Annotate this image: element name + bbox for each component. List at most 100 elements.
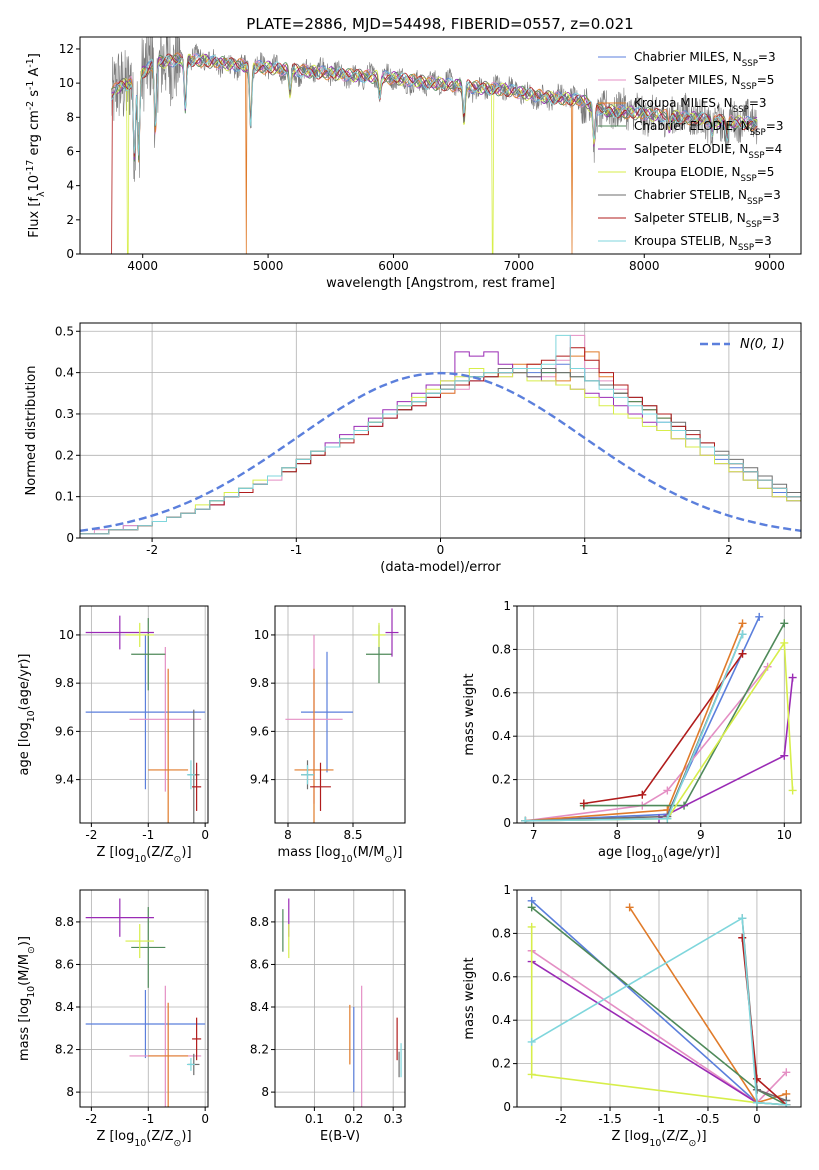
axes-frame	[79, 36, 802, 255]
x-tick-label: 9000	[754, 259, 785, 273]
legend-label: Kroupa MILES, NSSP=3	[634, 96, 767, 115]
x-tick-label: 8	[613, 828, 621, 842]
errorbar-point	[129, 646, 202, 792]
y-tick-label: 0.4	[492, 729, 511, 743]
model-spectrum-line	[111, 52, 758, 254]
x-tick-label: 0	[753, 1112, 761, 1126]
weight-marker	[579, 799, 588, 808]
histogram-step	[80, 368, 801, 538]
x-tick-label: 7	[530, 828, 538, 842]
plot-area	[282, 898, 402, 1107]
y-tick-label: 0.8	[492, 926, 511, 940]
legend: Chabrier MILES, NSSP=3 Salpeter MILES, NS…	[598, 50, 783, 253]
weight-marker	[527, 1070, 536, 1079]
chart-age-weight: 7 8 9 10 0 0.2 0.4 0.6 0.8 1 age [log10(age/yr)] ma…	[462, 599, 802, 865]
x-tick-label: 0	[201, 1112, 209, 1126]
y-tick-label: 9.6	[250, 724, 269, 738]
y-tick-label: 9.4	[55, 773, 74, 787]
y-tick-label: 9.8	[250, 676, 269, 690]
chart-z-weight: -2 -1.5 -1 -0.5 0 0 0.2 0.4 0.6 0.8 1 Z [log10(Z/Z⊙…	[462, 883, 802, 1149]
y-tick-label: 12	[59, 42, 74, 56]
y-tick-label: 8	[261, 1085, 269, 1099]
x-tick-label: 8000	[629, 259, 660, 273]
legend-label: Salpeter STELIB, NSSP=3	[634, 211, 780, 230]
legend-label: Chabrier MILES, NSSP=3	[634, 50, 776, 69]
y-tick-label: 10	[59, 628, 74, 642]
y-tick-label: 8.6	[250, 957, 269, 971]
x-tick-label: 10	[777, 828, 792, 842]
x-axis-label: Z [log10(Z/Z⊙)]	[96, 1129, 191, 1149]
x-tick-label: -1	[290, 543, 302, 557]
y-tick-label: 0.5	[55, 324, 74, 338]
weight-line	[583, 653, 744, 805]
x-axis-label: wavelength [Angstrom, rest frame]	[326, 276, 555, 291]
x-tick-label: 0	[201, 828, 209, 842]
errorbar-point	[125, 622, 154, 647]
weight-marker	[752, 1085, 761, 1094]
legend-label: Chabrier STELIB, NSSP=3	[634, 188, 781, 207]
y-tick-label: 8.8	[250, 915, 269, 929]
plot-area	[527, 896, 791, 1107]
errorbar-point	[310, 762, 331, 811]
axes-frame	[79, 889, 209, 1108]
weight-line	[525, 666, 769, 822]
y-tick-label: 4	[66, 179, 74, 193]
chart-z-mass: -2 -1 0 8 8.2 8.4 8.6 8.8 Z [log10(Z/Z⊙)] mass [l…	[17, 889, 209, 1149]
y-tick-label: 0.6	[492, 970, 511, 984]
legend-label: N(0, 1)	[740, 337, 785, 352]
weight-marker	[738, 649, 747, 658]
weight-series	[521, 630, 747, 823]
y-tick-label: 0	[66, 247, 74, 261]
normal-reference-curve	[80, 371, 801, 532]
weight-marker	[521, 816, 530, 823]
y-tick-label: 0.2	[492, 773, 511, 787]
chart-spectrum: 4000 5000 6000 7000 8000 9000 0 2 4 6 8 10 12 wavelen…	[25, 15, 802, 291]
weight-line	[525, 616, 760, 822]
plot-area	[111, 37, 758, 254]
x-tick-label: -1	[653, 1112, 665, 1126]
histogram-step	[80, 334, 801, 538]
weight-line	[525, 640, 794, 822]
weight-marker	[788, 786, 797, 795]
weight-series	[521, 638, 797, 823]
errorbar-point	[385, 608, 399, 657]
plot-area	[85, 898, 206, 1107]
y-tick-label: 0	[66, 531, 74, 545]
errorbar-point	[85, 989, 206, 1059]
weight-series	[521, 619, 747, 823]
model-spectrum-line	[111, 53, 758, 160]
x-axis-label: E(B-V)	[320, 1129, 360, 1144]
y-tick-label: 0.2	[55, 448, 74, 462]
y-tick-label: 0.4	[55, 366, 74, 380]
y-tick-label: 8.2	[55, 1043, 74, 1057]
y-tick-label: 0.2	[492, 1057, 511, 1071]
y-tick-label: 8	[66, 1085, 74, 1099]
weight-series	[521, 662, 772, 823]
errorbar-point	[301, 765, 314, 785]
axes-frame	[79, 605, 209, 824]
errorbar-point	[131, 907, 166, 988]
errorbar-point	[192, 1017, 202, 1061]
weight-series	[521, 673, 797, 823]
x-tick-label: 5000	[253, 259, 284, 273]
weight-series	[579, 649, 747, 808]
errorbar-point	[148, 668, 189, 823]
weight-marker	[663, 786, 672, 795]
axes-frame	[274, 889, 406, 1108]
y-axis-label: Flux [fλ10-17 erg cm-2 s-1 A-1]	[25, 53, 47, 238]
y-axis-label: age [log10(age/yr)]	[17, 653, 37, 775]
chart-histogram: -2 -1 0 1 2 0 0.1 0.2 0.3 0.4 0.5 (data-model)/erro…	[24, 322, 802, 575]
weight-series	[579, 619, 789, 810]
weight-marker	[738, 914, 747, 923]
x-tick-label: 6000	[378, 259, 409, 273]
weight-marker	[738, 630, 747, 639]
y-tick-label: 8.6	[55, 957, 74, 971]
x-tick-label: -1	[142, 1112, 154, 1126]
model-spectrum-line	[111, 54, 758, 156]
legend-label: Salpeter ELODIE, NSSP=4	[634, 142, 782, 161]
y-tick-label: 8.4	[250, 1000, 269, 1014]
y-tick-label: 10	[254, 628, 269, 642]
y-tick-label: 0	[503, 816, 511, 830]
histogram-step	[80, 368, 801, 538]
